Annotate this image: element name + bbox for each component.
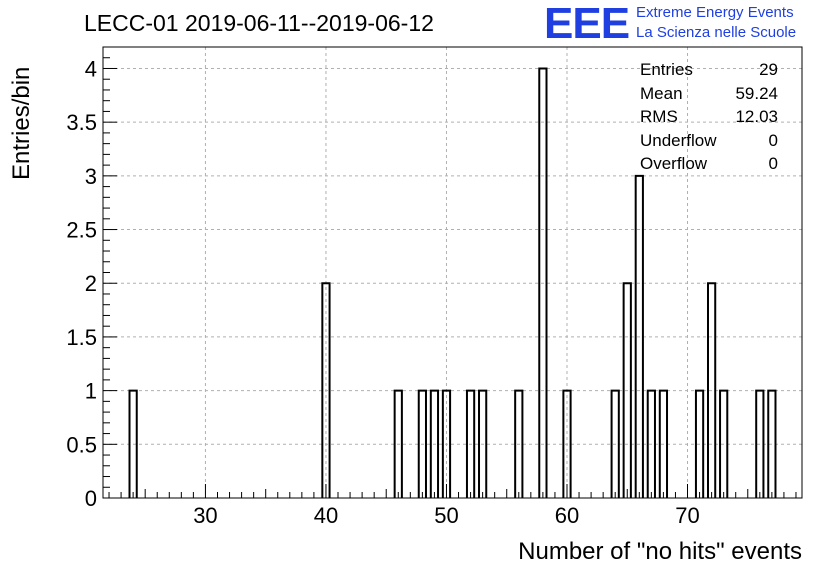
stat-value: 59.24 [735, 83, 778, 103]
histogram-bin [393, 389, 403, 498]
histogram-bin [321, 282, 331, 498]
stat-row-rms: RMS 12.03 [640, 107, 778, 131]
stat-value: 29 [759, 60, 778, 79]
y-tick-label: 2 [85, 271, 97, 296]
stat-row-underflow: Underflow 0 [640, 131, 778, 155]
histogram-bin [538, 67, 548, 498]
x-tick-label: 70 [675, 503, 699, 528]
x-tick-label: 30 [193, 503, 217, 528]
histogram-bin [658, 389, 669, 498]
x-axis-label: Number of "no hits" events [518, 538, 802, 565]
histogram-bin [719, 389, 729, 498]
histogram-bin [465, 389, 476, 498]
histogram-bin [767, 389, 777, 498]
y-axis-label: Entries/bin [8, 66, 35, 180]
eee-logo: EEE [544, 0, 630, 48]
stat-value: 12.03 [735, 107, 778, 126]
histogram-bin [646, 389, 656, 498]
histogram-bin [128, 389, 138, 498]
logo-line-1: Extreme Energy Events [636, 4, 794, 21]
histogram-bin [562, 389, 572, 498]
y-tick-label: 1 [85, 379, 97, 404]
y-tick-label: 0.5 [66, 432, 97, 457]
stat-row-mean: Mean 59.24 [640, 84, 778, 108]
stat-label: Entries [640, 60, 693, 79]
x-tick-label: 40 [314, 503, 338, 528]
y-tick-label: 4 [85, 56, 97, 81]
histogram-bin [478, 389, 488, 498]
stat-label: Mean [640, 83, 683, 103]
histogram-bin [706, 282, 717, 498]
y-tick-label: 2.5 [66, 218, 97, 243]
histogram-bin [441, 389, 452, 498]
stat-value: 0 [768, 130, 778, 150]
x-tick-label: 60 [555, 503, 579, 528]
histogram-bin [622, 282, 632, 498]
histogram-bin [514, 389, 524, 498]
y-tick-label: 0 [85, 486, 97, 511]
stats-box: Entries 29 Mean 59.24 RMS 12.03 Underflo… [640, 60, 778, 178]
stat-value: 0 [768, 154, 778, 173]
histogram-bin [694, 389, 705, 498]
histogram-bin [634, 174, 644, 498]
y-tick-label: 3.5 [66, 110, 97, 135]
stat-row-entries: Entries 29 [640, 60, 778, 84]
logo-line-2: La Scienza nelle Scuole [636, 24, 797, 41]
y-tick-label: 1.5 [66, 325, 97, 350]
y-tick-label: 3 [85, 164, 97, 189]
stat-label: RMS [640, 107, 678, 126]
stat-label: Overflow [640, 154, 708, 173]
stat-row-overflow: Overflow 0 [640, 154, 778, 178]
histogram-bin [429, 389, 440, 498]
plot-title: LECC-01 2019-06-11--2019-06-12 [84, 10, 434, 36]
histogram-bin [610, 389, 620, 498]
x-tick-label: 50 [434, 503, 458, 528]
stat-label: Underflow [640, 130, 717, 150]
histogram-bin [755, 389, 765, 498]
histogram-bin [417, 389, 427, 498]
